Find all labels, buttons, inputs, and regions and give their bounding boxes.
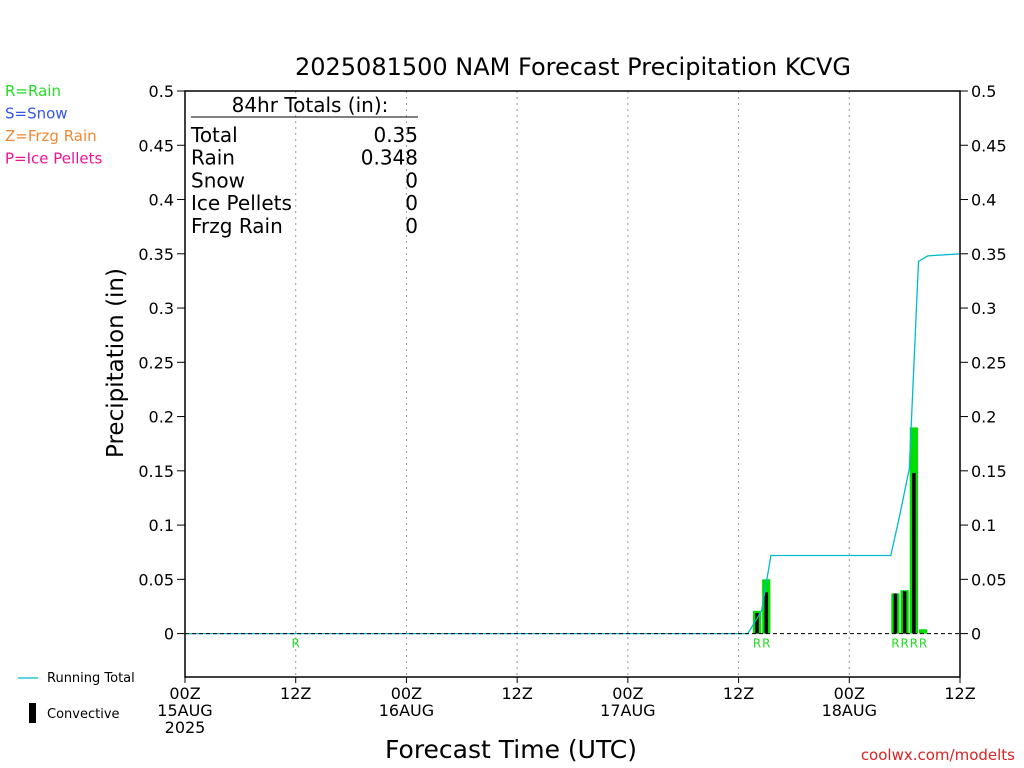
vertical-gridlines xyxy=(295,91,850,677)
running-total-line xyxy=(185,253,961,635)
y-tick-label: 0.3 xyxy=(971,299,996,318)
y-tick-label: 0.2 xyxy=(971,408,996,427)
y-tick-label: 0.05 xyxy=(138,570,174,589)
x-axis-label: Forecast Time (UTC) xyxy=(385,735,637,764)
x-tick-label: 12Z xyxy=(944,684,975,703)
x-tick-label: 00Z xyxy=(612,684,643,703)
y-axis-right: 0 0.05 0.1 0.15 0.2 0.25 0.3 0.35 0.4 0.45 0.5 xyxy=(960,82,1007,644)
precip-type-marker: R xyxy=(891,637,899,651)
rain-bar xyxy=(918,629,928,634)
y-tick-label: 0.5 xyxy=(149,82,174,101)
x-tick-label: 12Z xyxy=(723,684,754,703)
chart-title: 2025081500 NAM Forecast Precipitation KC… xyxy=(295,53,851,81)
precip-type-legend: R=Rain S=Snow Z=Frzg Rain P=Ice Pellets xyxy=(5,82,102,168)
x-tick-label: 00Z xyxy=(834,684,865,703)
totals-row-value: 0 xyxy=(405,191,418,215)
precip-type-marker: R xyxy=(292,637,300,651)
y-tick-label: 0.3 xyxy=(149,299,174,318)
y-tick-label: 0.35 xyxy=(971,245,1007,264)
y-tick-label: 0.1 xyxy=(149,516,174,535)
x-tick-label: 16AUG xyxy=(379,701,434,720)
running-total-legend-label: Running Total xyxy=(47,671,135,686)
convective-legend-swatch xyxy=(29,703,36,723)
precip-type-marker: R xyxy=(753,637,761,651)
x-tick-label: 15AUG xyxy=(157,701,212,720)
y-tick-label: 0.45 xyxy=(971,136,1007,155)
bottom-legend: Running Total Convective xyxy=(18,671,135,723)
precip-type-marker: R xyxy=(900,637,908,651)
y-tick-label: 0 xyxy=(164,625,174,644)
x-tick-label: 18AUG xyxy=(822,701,877,720)
precip-type-legend-item: P=Ice Pellets xyxy=(5,150,102,168)
x-tick-label: 12Z xyxy=(280,684,311,703)
totals-row-label: Total xyxy=(190,123,238,147)
y-tick-label: 0.15 xyxy=(138,462,174,481)
convective-bar xyxy=(764,592,768,634)
y-tick-label: 0.4 xyxy=(149,191,174,210)
x-tick-label: 00Z xyxy=(391,684,422,703)
plot-frame xyxy=(184,90,961,678)
totals-row-label: Ice Pellets xyxy=(191,191,292,215)
y-tick-label: 0.45 xyxy=(138,136,174,155)
convective-bar xyxy=(902,591,907,634)
precip-type-marker: R xyxy=(919,637,927,651)
y-tick-label: 0.1 xyxy=(971,516,996,535)
totals-row-value: 0 xyxy=(405,168,418,192)
precip-type-legend-item: Z=Frzg Rain xyxy=(5,127,97,145)
y-tick-label: 0.05 xyxy=(971,570,1007,589)
totals-row-label: Rain xyxy=(191,146,235,170)
precipitation-bars xyxy=(752,427,928,634)
precip-type-legend-item: R=Rain xyxy=(5,82,61,100)
totals-heading: 84hr Totals (in): xyxy=(232,93,389,117)
totals-box: 84hr Totals (in): Total 0.35 Rain 0.348 Snow… xyxy=(190,93,418,238)
totals-row-label: Snow xyxy=(191,168,245,192)
convective-bar xyxy=(912,472,916,634)
y-tick-label: 0.25 xyxy=(971,353,1007,372)
y-tick-label: 0 xyxy=(971,625,981,644)
precip-type-marker: R xyxy=(762,637,770,651)
convective-bar xyxy=(755,612,759,634)
y-tick-label: 0.4 xyxy=(971,191,996,210)
totals-row-value: 0.348 xyxy=(361,146,418,170)
y-tick-label: 0.5 xyxy=(971,82,996,101)
x-tick-label: 2025 xyxy=(165,718,206,737)
totals-row-value: 0 xyxy=(405,214,418,238)
y-tick-label: 0.35 xyxy=(138,245,174,264)
y-tick-label: 0.2 xyxy=(149,408,174,427)
convective-legend-label: Convective xyxy=(47,707,120,722)
x-tick-label: 12Z xyxy=(501,684,532,703)
x-tick-label: 00Z xyxy=(169,684,200,703)
y-axis-left: 0 0.05 0.1 0.15 0.2 0.25 0.3 0.35 0.4 0.45 0.5 xyxy=(138,82,185,644)
x-tick-label: 17AUG xyxy=(600,701,655,720)
precip-type-legend-item: S=Snow xyxy=(5,105,68,123)
y-tick-label: 0.25 xyxy=(138,353,174,372)
totals-row-value: 0.35 xyxy=(373,123,418,147)
y-tick-label: 0.15 xyxy=(971,462,1007,481)
credit-text: coolwx.com/modelts xyxy=(861,746,1015,764)
y-axis-label: Precipitation (in) xyxy=(103,268,129,458)
totals-row-label: Frzg Rain xyxy=(191,214,283,238)
precip-type-marker: R xyxy=(910,637,918,651)
convective-bar xyxy=(893,593,898,634)
